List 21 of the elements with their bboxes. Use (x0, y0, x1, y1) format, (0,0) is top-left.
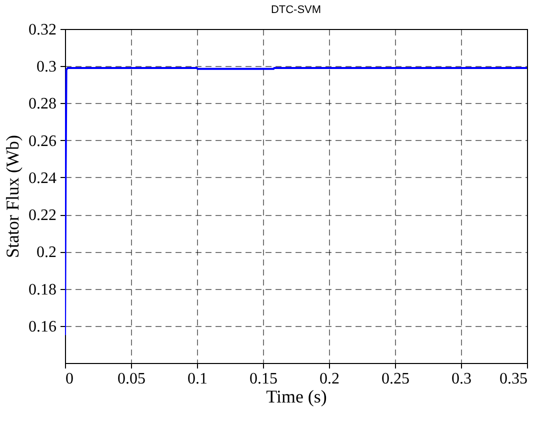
x-tick-label: 0.1 (188, 370, 208, 388)
y-axis-title: Stator Flux (Wb) (2, 135, 22, 258)
y-tick-label: 0.24 (28, 170, 56, 187)
x-tick-label: 0.2 (320, 370, 340, 388)
y-tick-label: 0.16 (28, 318, 56, 336)
x-tick-label: 0 (66, 370, 74, 388)
chart-title: DTC-SVM (270, 4, 322, 16)
y-tick-label: 0.32 (28, 22, 56, 38)
x-tick-label: 0.15 (250, 370, 278, 388)
line-series (65, 66, 527, 336)
x-tick-label: 0.25 (382, 370, 410, 388)
x-tick-label: 0.3 (452, 370, 472, 388)
y-tick-label: 0.22 (28, 207, 56, 224)
y-tick-label: 0.3 (36, 58, 56, 76)
y-tick-label: 0.18 (28, 281, 56, 298)
y-tick-label: 0.2 (36, 244, 56, 262)
x-tick-label: 0.05 (118, 370, 146, 388)
x-axis-title: Time (s) (266, 386, 327, 406)
y-tick-label: 0.26 (28, 132, 56, 150)
y-tick-label: 0.28 (28, 96, 56, 113)
x-tick-label: 0.35 (500, 370, 528, 388)
